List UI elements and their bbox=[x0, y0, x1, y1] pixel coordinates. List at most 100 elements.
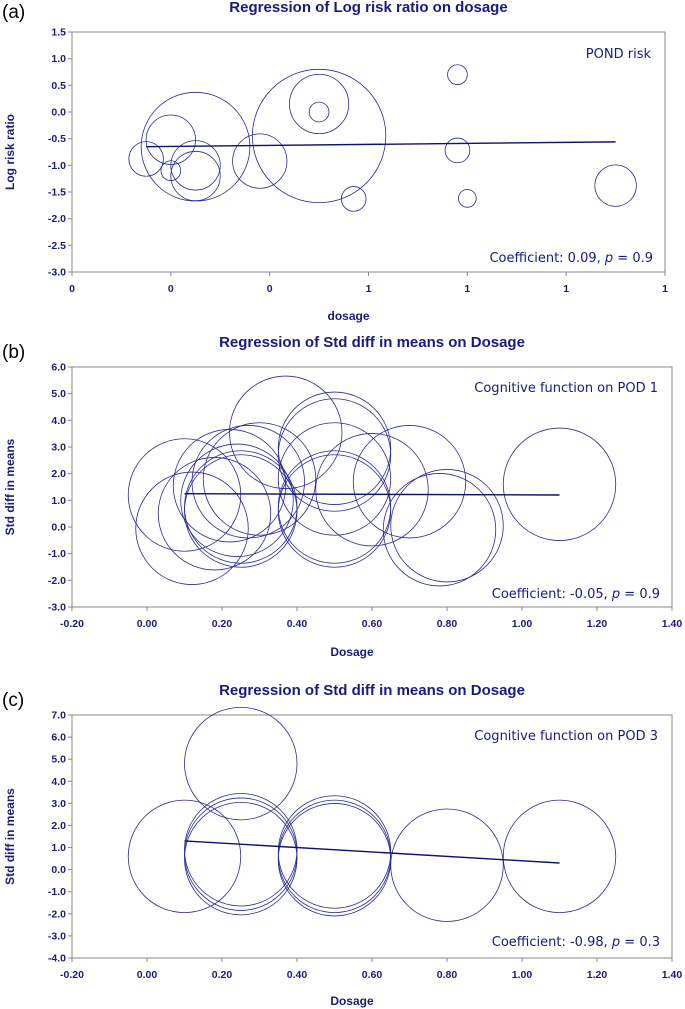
p-symbol: p bbox=[604, 251, 613, 266]
x-tick-label: -0.20 bbox=[60, 618, 84, 630]
data-bubble bbox=[382, 473, 497, 587]
plot-frame bbox=[71, 31, 666, 273]
x-tick-label: 0.60 bbox=[362, 618, 383, 630]
y-tick-label: 1.5 bbox=[51, 27, 66, 39]
y-tick-label: 2.0 bbox=[51, 820, 66, 832]
p-symbol: p bbox=[611, 587, 620, 602]
annotation-label: Cognitive function on POD 3 bbox=[474, 729, 658, 744]
x-tick-label: 0.80 bbox=[437, 618, 458, 630]
data-bubble bbox=[277, 803, 392, 917]
y-tick-label: -3.0 bbox=[48, 267, 66, 279]
y-tick-label: 0.0 bbox=[51, 522, 66, 534]
data-bubble bbox=[180, 443, 294, 557]
data-bubble bbox=[229, 375, 343, 489]
data-bubble bbox=[202, 422, 317, 536]
data-bubble bbox=[447, 64, 468, 85]
data-bubble bbox=[277, 422, 392, 536]
panel-label: (c) bbox=[2, 690, 24, 711]
data-bubble bbox=[502, 799, 617, 914]
y-tick-label: 3.0 bbox=[51, 798, 66, 810]
x-tick-label: -0.20 bbox=[60, 969, 84, 981]
x-axis-title: Dosage bbox=[330, 645, 374, 659]
chart-title: Regression of Std diff in means on Dosag… bbox=[219, 334, 525, 351]
x-tick-label: 1.20 bbox=[587, 618, 608, 630]
data-bubble bbox=[277, 398, 392, 512]
data-bubble bbox=[444, 137, 471, 164]
x-tick-label: 1 bbox=[662, 283, 668, 295]
panel-label: (a) bbox=[2, 2, 25, 23]
y-axis-title: Std diff in means bbox=[3, 788, 17, 885]
plot-frame bbox=[71, 366, 673, 608]
y-tick-label: 6.0 bbox=[51, 732, 66, 744]
y-tick-label: -2.0 bbox=[48, 213, 66, 225]
x-tick-label: 0.40 bbox=[287, 969, 308, 981]
y-tick-label: -1.0 bbox=[48, 160, 66, 172]
chart-panel-c: (c) Regression of Std diff in means on Do… bbox=[2, 682, 682, 1008]
data-bubble bbox=[145, 114, 196, 165]
x-tick-label: 0.80 bbox=[437, 969, 458, 981]
y-axis-title: Std diff in means bbox=[3, 438, 17, 535]
x-tick-label: 1.00 bbox=[512, 618, 533, 630]
data-bubble bbox=[191, 425, 305, 539]
coefficient-label: Coefficient: -0.98, p = 0.3 bbox=[492, 935, 660, 950]
x-tick-label: 0.40 bbox=[287, 618, 308, 630]
y-tick-label: 4.0 bbox=[51, 776, 66, 788]
annotation-label: POND risk bbox=[586, 47, 652, 62]
data-bubble bbox=[160, 160, 182, 181]
plot-frame bbox=[71, 714, 673, 959]
y-tick-label: 6.0 bbox=[51, 362, 66, 374]
data-bubble bbox=[502, 427, 617, 541]
y-tick-label: -0.5 bbox=[48, 133, 66, 145]
coefficient-value: Coefficient: -0.05, bbox=[492, 587, 612, 602]
y-tick-label: 5.0 bbox=[51, 754, 66, 766]
y-tick-label: -3.0 bbox=[48, 602, 66, 614]
x-tick-label: 0.20 bbox=[212, 969, 233, 981]
data-bubble bbox=[170, 140, 221, 191]
x-tick-label: 1.00 bbox=[512, 969, 533, 981]
x-tick-label: 0.00 bbox=[137, 969, 158, 981]
data-bubble bbox=[458, 189, 477, 208]
panel-label: (b) bbox=[2, 342, 25, 363]
coefficient-label: Coefficient: -0.05, p = 0.9 bbox=[492, 587, 660, 602]
data-bubble bbox=[135, 471, 249, 585]
y-tick-label: -2.5 bbox=[48, 240, 66, 252]
regression-line bbox=[146, 141, 616, 148]
x-axis-title: dosage bbox=[327, 309, 369, 323]
x-tick-label: 0 bbox=[168, 283, 174, 295]
data-bubble bbox=[594, 164, 637, 207]
annotation-label: Cognitive function on POD 1 bbox=[474, 381, 658, 396]
y-tick-label: 0.5 bbox=[51, 80, 66, 92]
data-bubble bbox=[277, 799, 392, 914]
x-tick-label: 1 bbox=[563, 283, 569, 295]
y-tick-label: 2.0 bbox=[51, 468, 66, 480]
regression-line bbox=[184, 840, 560, 864]
chart-title: Regression of Std diff in means on Dosag… bbox=[219, 682, 525, 699]
data-bubble bbox=[127, 799, 242, 914]
y-tick-label: -2.0 bbox=[48, 575, 66, 587]
y-tick-label: 0.0 bbox=[51, 864, 66, 876]
data-bubble bbox=[232, 133, 288, 189]
y-tick-label: 5.0 bbox=[51, 388, 66, 400]
y-tick-label: -1.5 bbox=[48, 187, 66, 199]
y-tick-label: 4.0 bbox=[51, 415, 66, 427]
y-axis-title: Log risk ratio bbox=[3, 114, 17, 190]
p-value: = 0.9 bbox=[620, 587, 660, 602]
coefficient-value: Coefficient: -0.98, bbox=[492, 935, 612, 950]
data-bubble bbox=[308, 101, 330, 123]
y-tick-label: -3.0 bbox=[48, 930, 66, 942]
p-value: = 0.3 bbox=[620, 935, 660, 950]
y-tick-label: -2.0 bbox=[48, 908, 66, 920]
coefficient-value: Coefficient: 0.09, bbox=[489, 251, 604, 266]
data-bubble bbox=[277, 450, 392, 564]
x-tick-label: 0.00 bbox=[137, 618, 158, 630]
data-bubble bbox=[127, 438, 242, 552]
x-tick-label: 0 bbox=[267, 283, 273, 295]
y-tick-label: 1.0 bbox=[51, 842, 66, 854]
data-bubble bbox=[277, 454, 392, 568]
y-tick-label: -1.0 bbox=[48, 548, 66, 560]
x-tick-label: 1 bbox=[366, 283, 372, 295]
y-tick-label: 3.0 bbox=[51, 442, 66, 454]
x-tick-label: 0.60 bbox=[362, 969, 383, 981]
x-tick-label: 0 bbox=[69, 283, 75, 295]
